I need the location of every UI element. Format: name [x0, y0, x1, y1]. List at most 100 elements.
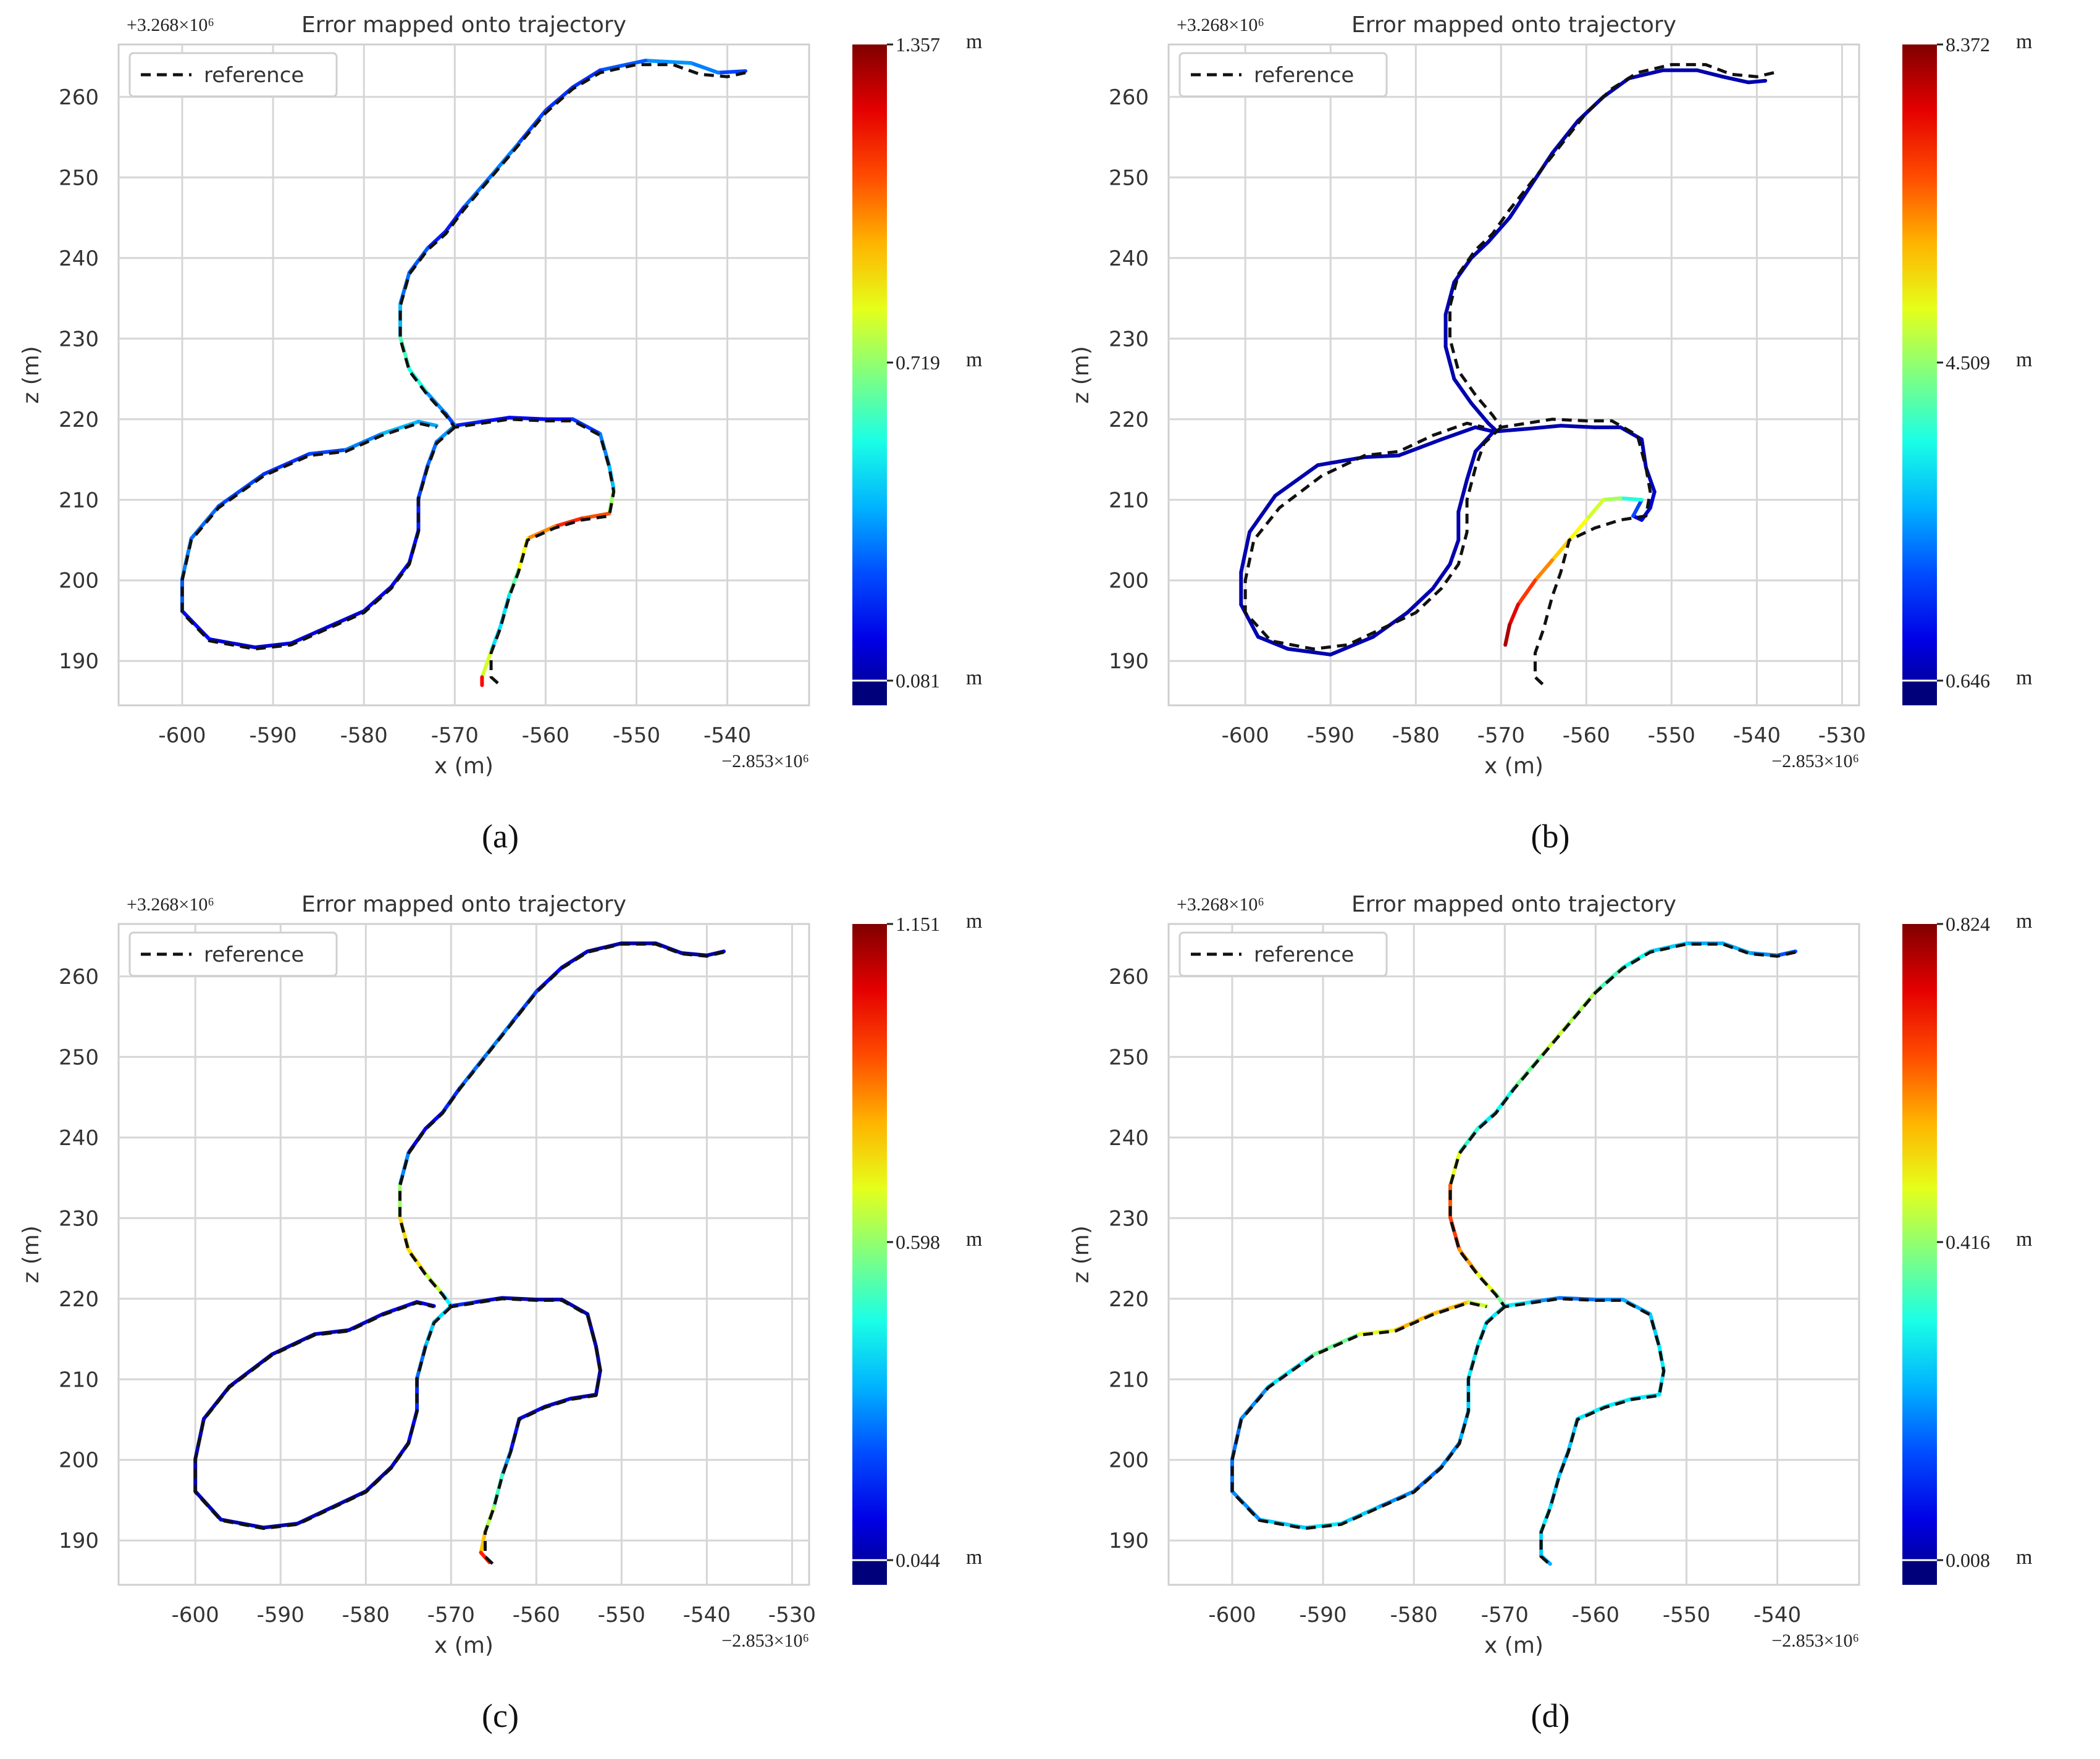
reference-trajectory-line: [1243, 421, 1503, 651]
plot-area: [117, 43, 810, 707]
y-tick-label: 190: [1109, 1529, 1149, 1553]
trajectory-error-segment: [1456, 477, 1469, 514]
trajectory-error-segment: [1566, 989, 1598, 1026]
x-tick-label: -540: [704, 723, 751, 748]
trajectory-error-segment: [1469, 240, 1490, 260]
trajectory-error-segment: [1550, 119, 1580, 156]
trajectory-error-segment: [1439, 425, 1477, 442]
colorbar: [1902, 924, 1937, 1585]
x-tick-label: -550: [598, 1603, 645, 1627]
colorbar-tick-label: 1.151: [896, 913, 940, 935]
x-offset-label: −2.853×10⁶: [1771, 1631, 1859, 1651]
trajectory-error-segment: [1486, 216, 1512, 244]
legend-box: [1178, 931, 1388, 977]
x-tick-label: -580: [340, 723, 388, 748]
trajectory-error-segment: [1524, 424, 1563, 431]
x-tick-label: -540: [1754, 1603, 1801, 1627]
x-tick-label: -570: [427, 1603, 475, 1627]
chart-panel-3: -600 -590 -580 -570 -560 -550 -540 -530 190 200 21…: [19, 892, 982, 1734]
x-tick-label: -570: [1481, 1603, 1529, 1627]
legend-box: [1178, 52, 1388, 98]
reference-trajectory-line: [1448, 63, 1774, 687]
colorbar-unit-label: m: [2016, 910, 2032, 933]
trajectory-error-segment: [1239, 530, 1252, 574]
legend-entry-reference: reference: [204, 942, 304, 967]
x-tick-label: -600: [1208, 1603, 1256, 1627]
colorbar-unit-label: m: [966, 666, 982, 689]
reference-trajectory-line: [1448, 942, 1796, 1566]
y-tick-label: 240: [59, 246, 99, 271]
chart-title: Error mapped onto trajectory: [1351, 12, 1676, 38]
colorbar-tick-label: 0.824: [1946, 913, 1990, 935]
legend: reference: [1178, 52, 1388, 98]
trajectory-error-segment: [1273, 463, 1320, 498]
y-offset-label: +3.268×10⁶: [127, 894, 214, 915]
y-tick-label: 220: [1109, 408, 1149, 432]
legend-entry-reference: reference: [204, 63, 304, 88]
trajectory-error-segment: [1721, 75, 1750, 85]
x-tick-label: -570: [1477, 723, 1525, 748]
y-tick-label: 250: [59, 1045, 99, 1070]
colorbar: [852, 44, 887, 705]
trajectory-error-segment: [1405, 586, 1435, 615]
x-tick-label: -550: [613, 723, 660, 748]
y-tick-label: 220: [59, 1287, 99, 1312]
colorbar-unit-label: m: [966, 1228, 982, 1251]
trajectory-error-segment: [1601, 496, 1623, 502]
y-tick-label: 200: [59, 1448, 99, 1473]
y-tick-label: 230: [1109, 1206, 1149, 1231]
trajectory-error-segment: [1443, 280, 1456, 317]
trajectory-error-segment: [479, 1529, 487, 1555]
legend: reference: [128, 52, 338, 98]
colorbar-tick-label: 4.509: [1946, 351, 1990, 374]
y-tick-label: 210: [1109, 1367, 1149, 1392]
colorbar-tick-label: 0.044: [896, 1549, 940, 1571]
trajectory-error-segment: [416, 419, 439, 428]
x-tick-label: -600: [1222, 723, 1269, 748]
x-tick-label: -580: [1390, 1603, 1438, 1627]
x-tick-label: -530: [768, 1603, 816, 1627]
trajectory-error-segment: [1508, 602, 1520, 627]
x-tick-label: -580: [1392, 723, 1440, 748]
colorbar-under-block: [852, 1560, 887, 1585]
trajectory-error-segment: [1256, 635, 1290, 651]
x-tick-label: -600: [172, 1603, 219, 1627]
y-offset-label: +3.268×10⁶: [127, 15, 214, 35]
y-tick-label: 190: [1109, 649, 1149, 674]
trajectory-error-segment: [1473, 425, 1495, 434]
trajectory-error-segment: [644, 59, 693, 65]
y-tick-label: 250: [59, 166, 99, 190]
trajectory-error-segment: [1516, 578, 1537, 607]
x-tick-label: -590: [257, 1603, 304, 1627]
colorbar-unit-label: m: [2016, 1546, 2032, 1569]
y-tick-label: 230: [59, 327, 99, 351]
colorbar-tick-label: 8.372: [1946, 33, 1990, 56]
colorbar-under-block: [1902, 681, 1937, 705]
legend-box: [128, 931, 338, 977]
trajectory-error-segment: [1746, 78, 1768, 85]
trajectory-error-segment: [1558, 424, 1597, 429]
y-tick-label: 260: [59, 85, 99, 110]
x-tick-label: -540: [1733, 723, 1781, 748]
y-axis-label: z (m): [19, 1225, 44, 1283]
trajectory-error-segment: [1469, 401, 1490, 426]
y-tick-label: 260: [1109, 85, 1149, 110]
trajectory-error-segment: [1465, 449, 1477, 482]
y-tick-label: 210: [1109, 488, 1149, 513]
x-tick-label: -530: [1818, 723, 1866, 748]
chart-panel-2: -600 -590 -580 -570 -560 -550 -540 -530 190 200 21…: [1069, 12, 2032, 855]
reference-trajectory-line: [1230, 1301, 1506, 1530]
trajectory-error-segment: [253, 641, 293, 650]
y-axis-label: z (m): [1069, 1225, 1094, 1283]
x-tick-label: -590: [1299, 1603, 1346, 1627]
trajectory-error-segment: [1695, 68, 1725, 79]
y-tick-label: 250: [1109, 166, 1149, 190]
trajectory-error-segment: [571, 68, 602, 90]
trajectory-error-segment: [1627, 68, 1665, 80]
legend-entry-reference: reference: [1254, 942, 1354, 967]
colorbar-tick-label: 1.357: [896, 33, 940, 56]
y-axis-label: z (m): [19, 346, 44, 404]
legend-box: [128, 52, 338, 98]
x-axis-label: x (m): [1484, 1633, 1544, 1658]
trajectory-error-segment: [689, 61, 720, 75]
